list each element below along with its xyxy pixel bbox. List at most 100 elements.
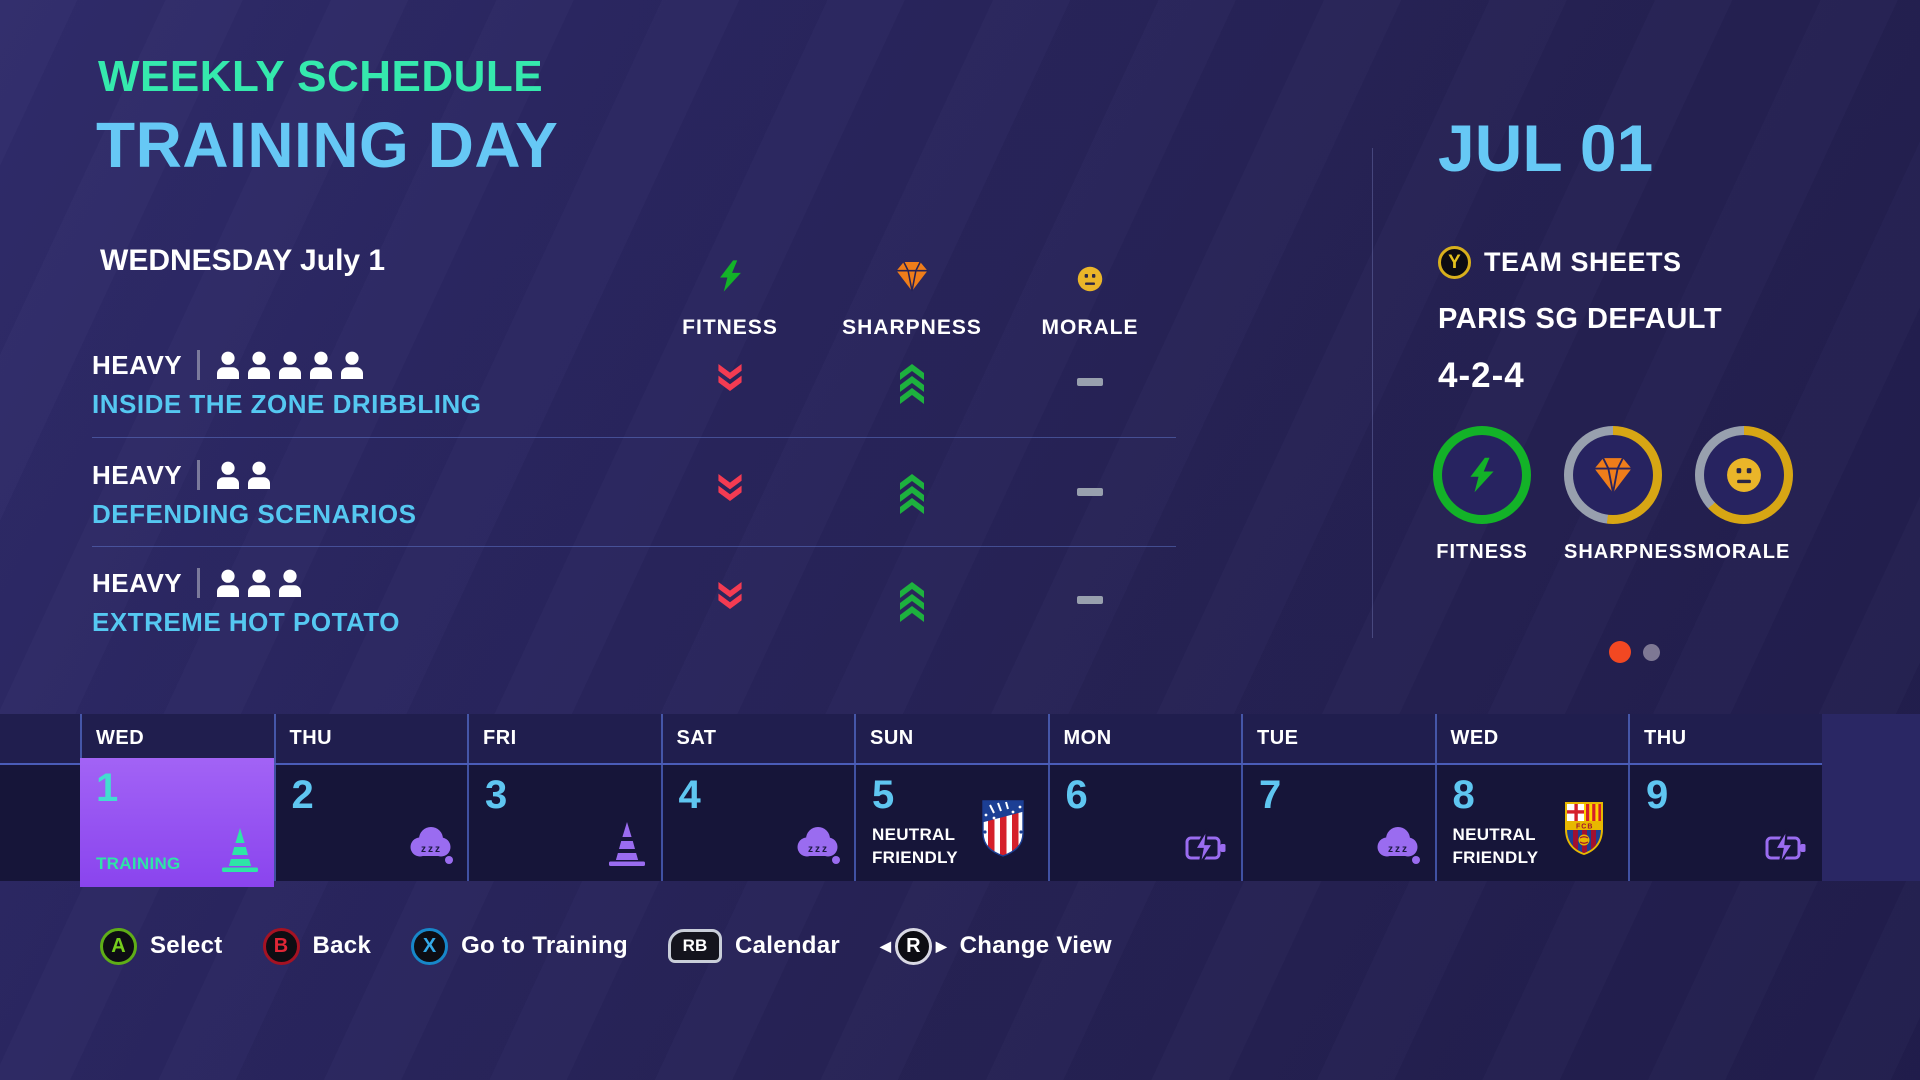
- controller-hint-label: Calendar: [734, 932, 841, 959]
- day-number: 3: [485, 773, 508, 817]
- person-icon: [217, 351, 240, 379]
- fitness-ring: [1433, 426, 1531, 524]
- separator: [197, 460, 201, 490]
- controller-hint-label: Back: [312, 932, 372, 959]
- row-divider: [92, 437, 1176, 438]
- panel-divider: [1372, 148, 1373, 638]
- person-icon: [310, 351, 333, 379]
- intensity-label: HEAVY: [92, 567, 183, 598]
- svg-text:zzz: zzz: [808, 844, 829, 855]
- intensity-label: HEAVY: [92, 349, 183, 380]
- day-number: 9: [1646, 773, 1669, 817]
- y-button-icon: Y: [1438, 246, 1471, 279]
- bolt-icon: [1442, 435, 1522, 515]
- controller-button-icon: RB: [667, 929, 722, 963]
- person-icon: [248, 351, 271, 379]
- day-icon: [220, 826, 260, 877]
- training-session-row[interactable]: HEAVY DEFENDING SCENARIOS: [92, 458, 1176, 550]
- calendar-day-cell[interactable]: 8 NEUTRAL FRIENDLY FCB: [1434, 765, 1629, 881]
- calendar-day-cell[interactable]: 3: [467, 765, 661, 881]
- controller-hint[interactable]: RB Calendar: [667, 929, 841, 963]
- training-session-row[interactable]: HEAVY INSIDE THE ZONE DRIBBLING: [92, 348, 1176, 440]
- day-label: NEUTRAL FRIENDLY: [1452, 825, 1539, 868]
- b-button-icon: B: [262, 927, 300, 965]
- day-icon: zzz: [1375, 824, 1421, 871]
- calendar-day-header: MON: [1047, 714, 1242, 763]
- sharpness-increase-indicator: [862, 582, 962, 622]
- controller-hint[interactable]: X Go to Training: [411, 927, 628, 965]
- bolt-icon: [640, 250, 820, 292]
- controller-hint[interactable]: A Select: [100, 927, 223, 965]
- calendar-overflow-area: [1822, 714, 1920, 881]
- calendar-day-cell[interactable]: 4 zzz: [660, 765, 855, 881]
- day-of-week-label: MON: [1063, 727, 1112, 749]
- day-of-week-label: SAT: [676, 727, 717, 749]
- calendar-day-cell[interactable]: 9: [1628, 765, 1822, 881]
- calendar-day-header: THU: [273, 714, 468, 763]
- separator: [197, 350, 201, 380]
- pagination-dot[interactable]: [1609, 641, 1631, 663]
- day-number: 2: [291, 773, 314, 817]
- day-icon: [607, 820, 647, 871]
- sharpness-ring: [1564, 426, 1662, 524]
- person-icon: [279, 351, 302, 379]
- attribute-gauges: FITNESS SHARPNESS MORALE: [1433, 426, 1793, 564]
- sharpness-increase-indicator: [862, 364, 962, 404]
- rest-day-icon: zzz: [1377, 827, 1420, 864]
- controller-legend: A Select B Back X Go to Training RB Cale…: [100, 924, 1112, 968]
- day-label: NEUTRAL FRIENDLY: [872, 825, 958, 868]
- calendar-day-cell[interactable]: 2 zzz: [273, 765, 468, 881]
- morale-ring: [1695, 426, 1793, 524]
- fitness-decrease-indicator: [680, 474, 780, 501]
- sharpness-increase-indicator: [862, 474, 962, 514]
- calendar-day-header: THU: [1628, 714, 1822, 763]
- day-icon: [1764, 828, 1808, 871]
- day-icon: [1184, 828, 1228, 871]
- controller-hint[interactable]: B Back: [262, 927, 372, 965]
- day-number: 4: [678, 773, 701, 817]
- rest-day-icon: zzz: [797, 827, 840, 864]
- calendar-day-header: FRI: [467, 714, 661, 763]
- fitness-gauge: FITNESS: [1433, 426, 1531, 564]
- day-icon: zzz: [795, 824, 841, 871]
- training-cone-icon: [222, 828, 258, 872]
- atletico-madrid-badge: [982, 800, 1024, 857]
- calendar-day-cell[interactable]: 7 zzz: [1241, 765, 1435, 881]
- morale-neutral-indicator: [1040, 596, 1140, 604]
- training-session-row[interactable]: HEAVY EXTREME HOT POTATO: [92, 566, 1176, 658]
- person-icon: [341, 351, 364, 379]
- face-icon: [1000, 250, 1180, 292]
- day-of-week-label: SUN: [870, 727, 914, 749]
- day-number: 8: [1452, 773, 1475, 817]
- person-icon: [217, 461, 240, 489]
- club-badge: FCB: [1561, 799, 1607, 862]
- screen-eyebrow: WEEKLY SCHEDULE: [98, 52, 544, 101]
- calendar-day-cell[interactable]: 6: [1047, 765, 1242, 881]
- pagination-dot[interactable]: [1643, 643, 1660, 661]
- column-header-sharpness: SHARPNESS: [822, 250, 1002, 340]
- controller-hint-label: Change View: [959, 932, 1112, 959]
- team-sheets-button[interactable]: Y TEAM SHEETS: [1438, 246, 1682, 279]
- drill-title: EXTREME HOT POTATO: [92, 607, 401, 637]
- day-of-week-label: THU: [1644, 727, 1687, 749]
- intensity-label: HEAVY: [92, 459, 183, 490]
- team-sheet-name: PARIS SG DEFAULT: [1438, 303, 1723, 335]
- calendar-day-cell[interactable]: 5 NEUTRAL FRIENDLY: [854, 765, 1048, 881]
- calendar-day-header: TUE: [1241, 714, 1435, 763]
- controller-hint-label: Select: [150, 932, 223, 959]
- day-of-week-label: WED: [96, 727, 145, 749]
- day-label: TRAINING: [96, 854, 181, 874]
- training-cone-icon: [609, 822, 645, 866]
- column-label: FITNESS: [682, 316, 778, 339]
- column-label: SHARPNESS: [842, 316, 982, 339]
- day-number: 7: [1259, 773, 1282, 817]
- controller-hint[interactable]: ◀ R ▶ Change View: [880, 927, 1112, 965]
- controller-button-icon: B: [262, 927, 300, 965]
- controller-hint-label: Go to Training: [461, 932, 628, 959]
- gauge-label: SHARPNESS: [1564, 541, 1698, 563]
- calendar-day-cell[interactable]: 1 TRAINING: [80, 758, 274, 887]
- gauge-label: FITNESS: [1436, 541, 1528, 563]
- svg-text:FCB: FCB: [1576, 824, 1593, 831]
- players-icons: [215, 461, 272, 489]
- recovery-battery-icon: [1765, 828, 1806, 866]
